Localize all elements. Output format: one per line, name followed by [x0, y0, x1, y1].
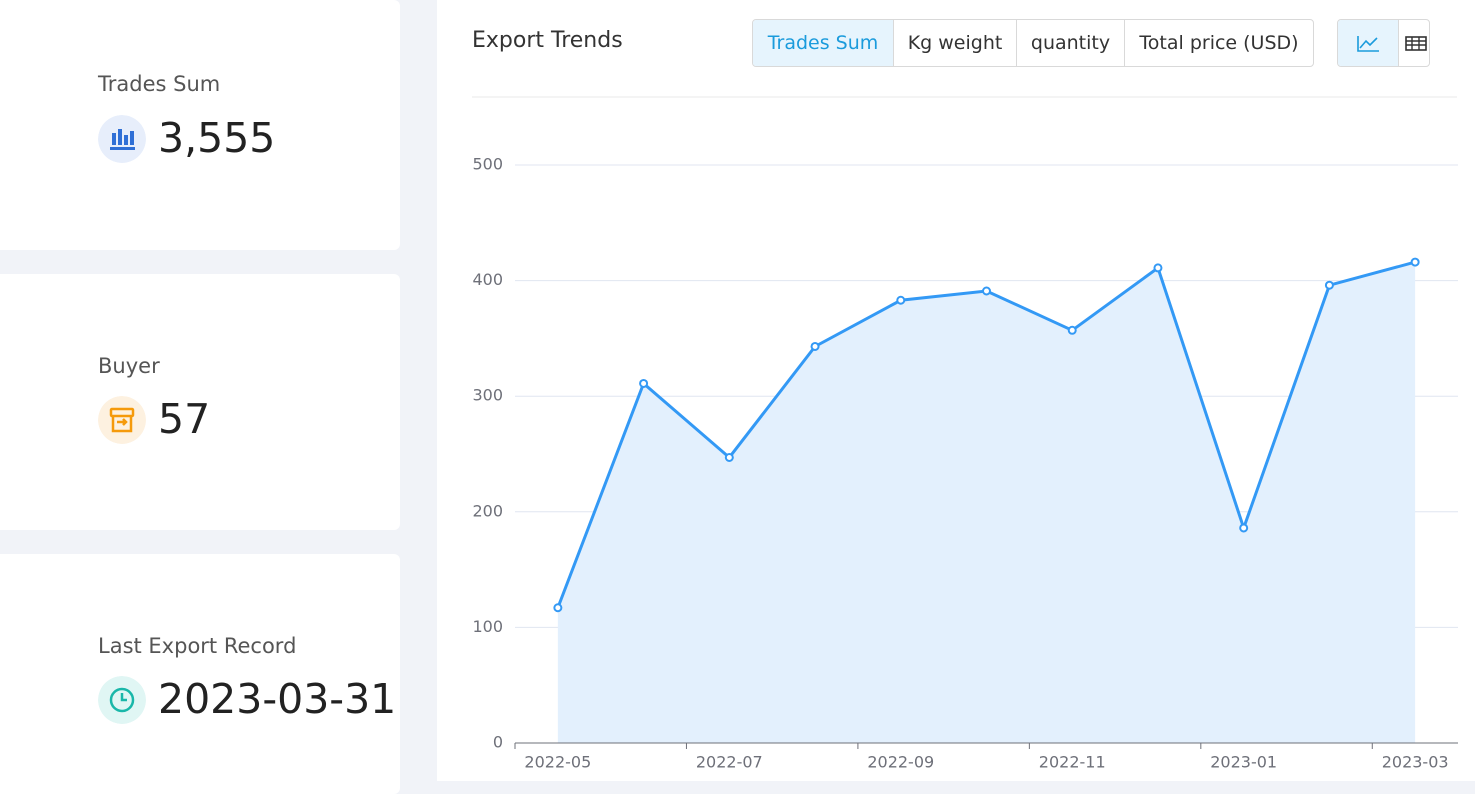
- y-tick-label: 200: [472, 501, 503, 520]
- table-view-button[interactable]: [1398, 20, 1429, 66]
- y-tick-label: 100: [472, 617, 503, 636]
- view-toggle: [1337, 19, 1430, 67]
- stat-label: Buyer: [98, 354, 160, 378]
- stat-icon: [98, 115, 146, 163]
- point: [724, 452, 734, 462]
- stat-card: Last Export Record 2023-03-31: [0, 554, 400, 794]
- y-tick-label: 300: [472, 386, 503, 405]
- stat-label: Trades Sum: [98, 72, 221, 96]
- point: [1410, 257, 1420, 267]
- point: [896, 295, 906, 305]
- x-tick-label: 2022-09: [867, 753, 934, 772]
- point: [810, 341, 820, 351]
- metric-tabs: Trades Sum Kg weight quantity Total pric…: [752, 19, 1314, 67]
- stat-card: Trades Sum 3,555: [0, 0, 400, 250]
- tab[interactable]: Trades Sum: [753, 20, 893, 66]
- tab[interactable]: Total price (USD): [1124, 20, 1313, 66]
- point: [982, 286, 991, 296]
- stat-icon: [98, 396, 146, 444]
- point: [553, 603, 563, 613]
- x-tick-label: 2022-05: [524, 753, 591, 772]
- stat-card: Buyer 57: [0, 274, 400, 530]
- stat-value: 2023-03-31: [158, 675, 397, 723]
- line-view-button[interactable]: [1338, 20, 1398, 66]
- x-tick-label: 2023-03: [1382, 753, 1449, 772]
- point: [639, 378, 649, 388]
- stat-value: 3,555: [158, 114, 276, 162]
- chart-title: Export Trends: [472, 28, 623, 53]
- x-tick-label: 2023-01: [1210, 753, 1277, 772]
- point: [1067, 325, 1077, 335]
- tab[interactable]: Kg weight: [893, 20, 1016, 66]
- x-tick-label: 2022-11: [1039, 753, 1106, 772]
- point: [1153, 263, 1163, 273]
- point: [1324, 280, 1334, 290]
- x-tick-label: 2022-07: [696, 753, 763, 772]
- y-tick-label: 0: [493, 733, 503, 752]
- point: [1239, 523, 1249, 533]
- y-tick-label: 500: [472, 155, 503, 174]
- stat-icon: [98, 676, 146, 724]
- table-icon: [1405, 36, 1427, 51]
- stat-label: Last Export Record: [98, 634, 297, 658]
- stat-value: 57: [158, 395, 211, 443]
- area: [557, 262, 1416, 743]
- tab[interactable]: quantity: [1016, 20, 1124, 66]
- y-tick-label: 400: [472, 270, 503, 289]
